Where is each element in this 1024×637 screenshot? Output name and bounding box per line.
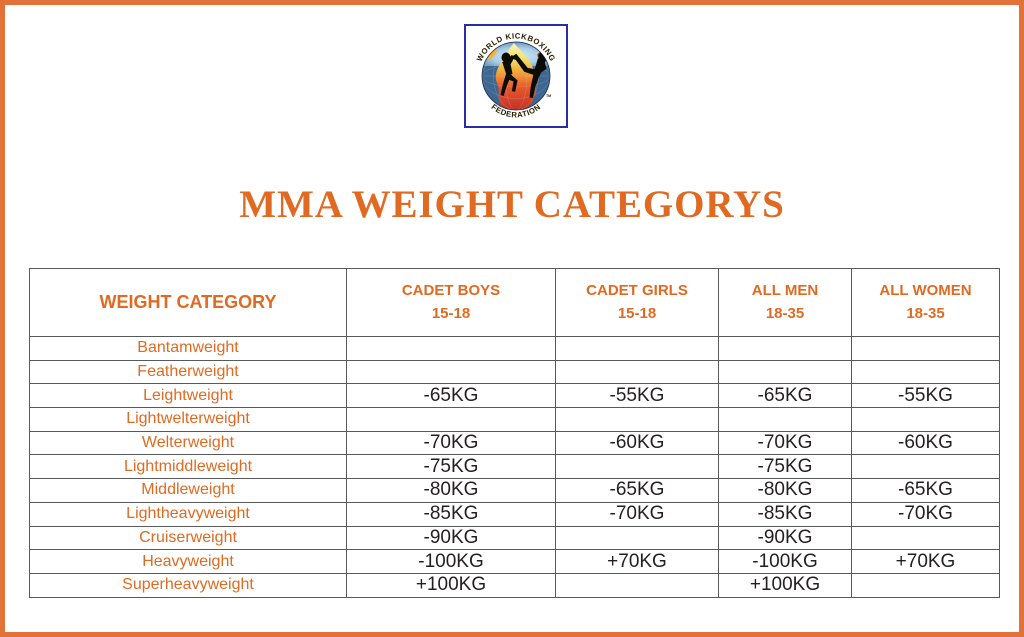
svg-text:TM: TM bbox=[546, 94, 551, 98]
